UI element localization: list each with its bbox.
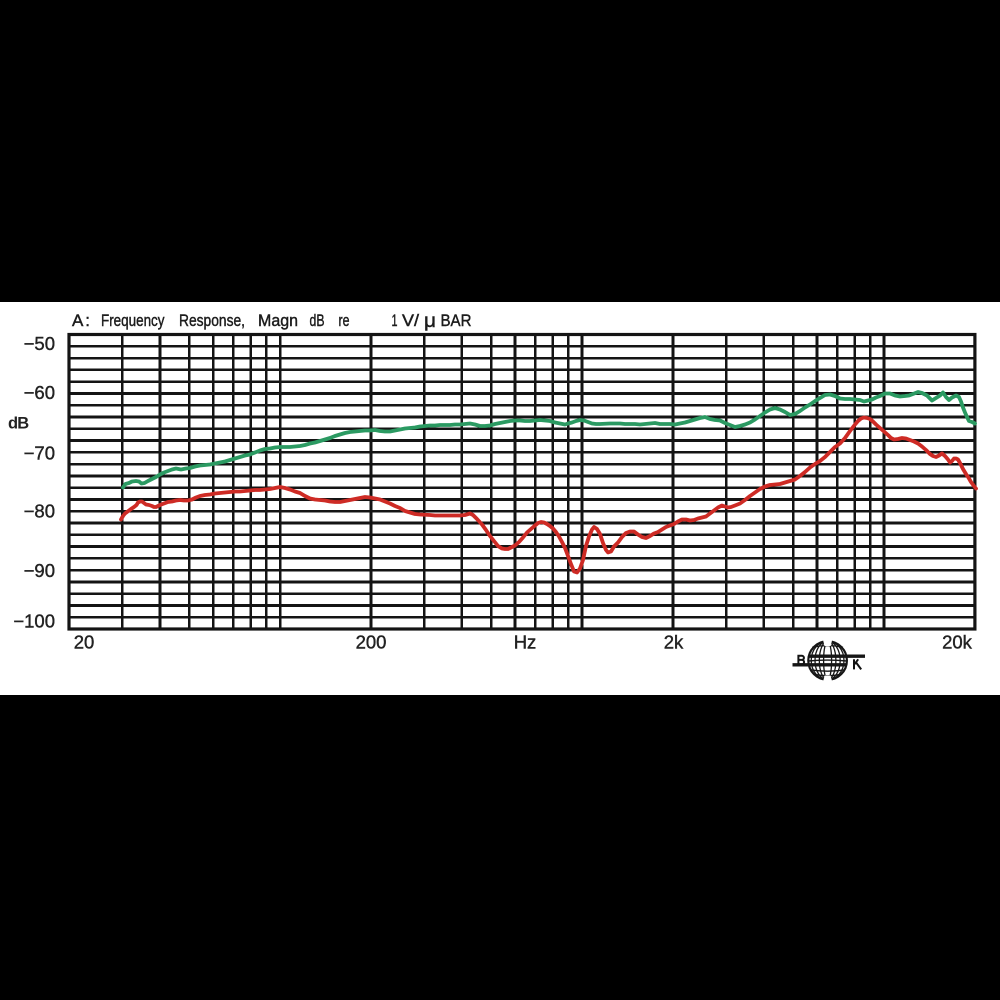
svg-text:2k: 2k (664, 632, 684, 653)
svg-text:20k: 20k (942, 632, 973, 653)
svg-text:dB: dB (310, 311, 325, 330)
svg-text:−100: −100 (13, 611, 55, 632)
svg-text:μ: μ (424, 311, 436, 332)
svg-text:dB: dB (8, 415, 29, 433)
svg-text:1: 1 (392, 311, 398, 330)
svg-text:Hz: Hz (514, 632, 537, 653)
svg-text:Response,: Response, (179, 311, 245, 330)
svg-text:BAR: BAR (441, 311, 472, 330)
svg-text:Magn: Magn (258, 311, 298, 330)
svg-text:V/: V/ (402, 311, 419, 330)
svg-text:A:: A: (72, 311, 90, 330)
svg-text:−50: −50 (24, 333, 55, 354)
svg-text:−70: −70 (24, 443, 55, 464)
svg-text:Frequency: Frequency (101, 311, 165, 330)
svg-text:re: re (339, 311, 350, 330)
svg-text:200: 200 (356, 632, 387, 653)
svg-text:−60: −60 (24, 382, 55, 403)
svg-text:−90: −90 (24, 560, 55, 581)
svg-text:−80: −80 (24, 501, 55, 522)
svg-text:20: 20 (74, 632, 95, 653)
